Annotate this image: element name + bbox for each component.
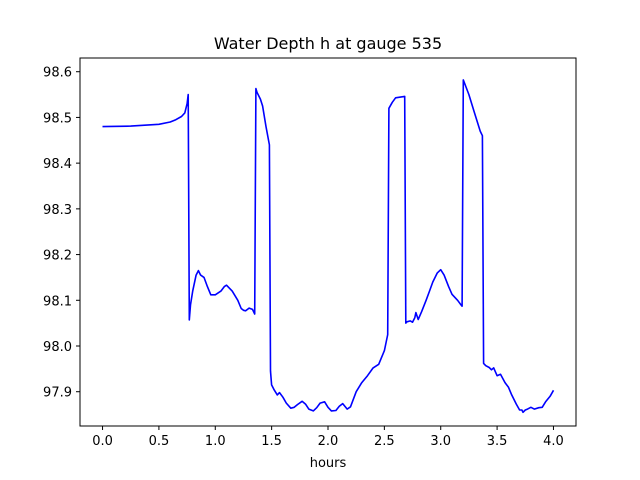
axis-layer: 0.0 0.5 1.0 1.5 2.0 2.5 3.0 3.5 4.0 97.9 98.0 98.1 9…: [43, 57, 577, 449]
y-tick-label: 98.1: [43, 294, 72, 309]
y-tick-label: 98.3: [43, 203, 72, 218]
x-tick-label: 2.0: [318, 434, 339, 449]
y-tick-label: 98.4: [43, 157, 72, 172]
x-tick-label: 3.5: [487, 434, 508, 449]
y-tick-label: 97.9: [43, 386, 72, 401]
x-tick-label: 0.5: [149, 434, 170, 449]
x-tick-label: 1.5: [261, 434, 282, 449]
y-tick-label: 98.2: [43, 249, 72, 264]
x-tick-label: 1.0: [205, 434, 226, 449]
y-tick-label: 98.0: [43, 340, 72, 355]
x-tick-label: 2.5: [374, 434, 395, 449]
x-axis-label: hours: [310, 456, 347, 471]
x-tick-label: 4.0: [543, 434, 564, 449]
x-tick-label: 3.0: [430, 434, 451, 449]
plot-layer: [102, 79, 555, 414]
y-tick-label: 98.5: [43, 111, 72, 126]
x-tick-label: 0.0: [92, 434, 113, 449]
y-tick-label: 98.6: [43, 66, 72, 81]
chart-title: Water Depth h at gauge 535: [214, 34, 442, 53]
series-line-0: [102, 79, 555, 414]
